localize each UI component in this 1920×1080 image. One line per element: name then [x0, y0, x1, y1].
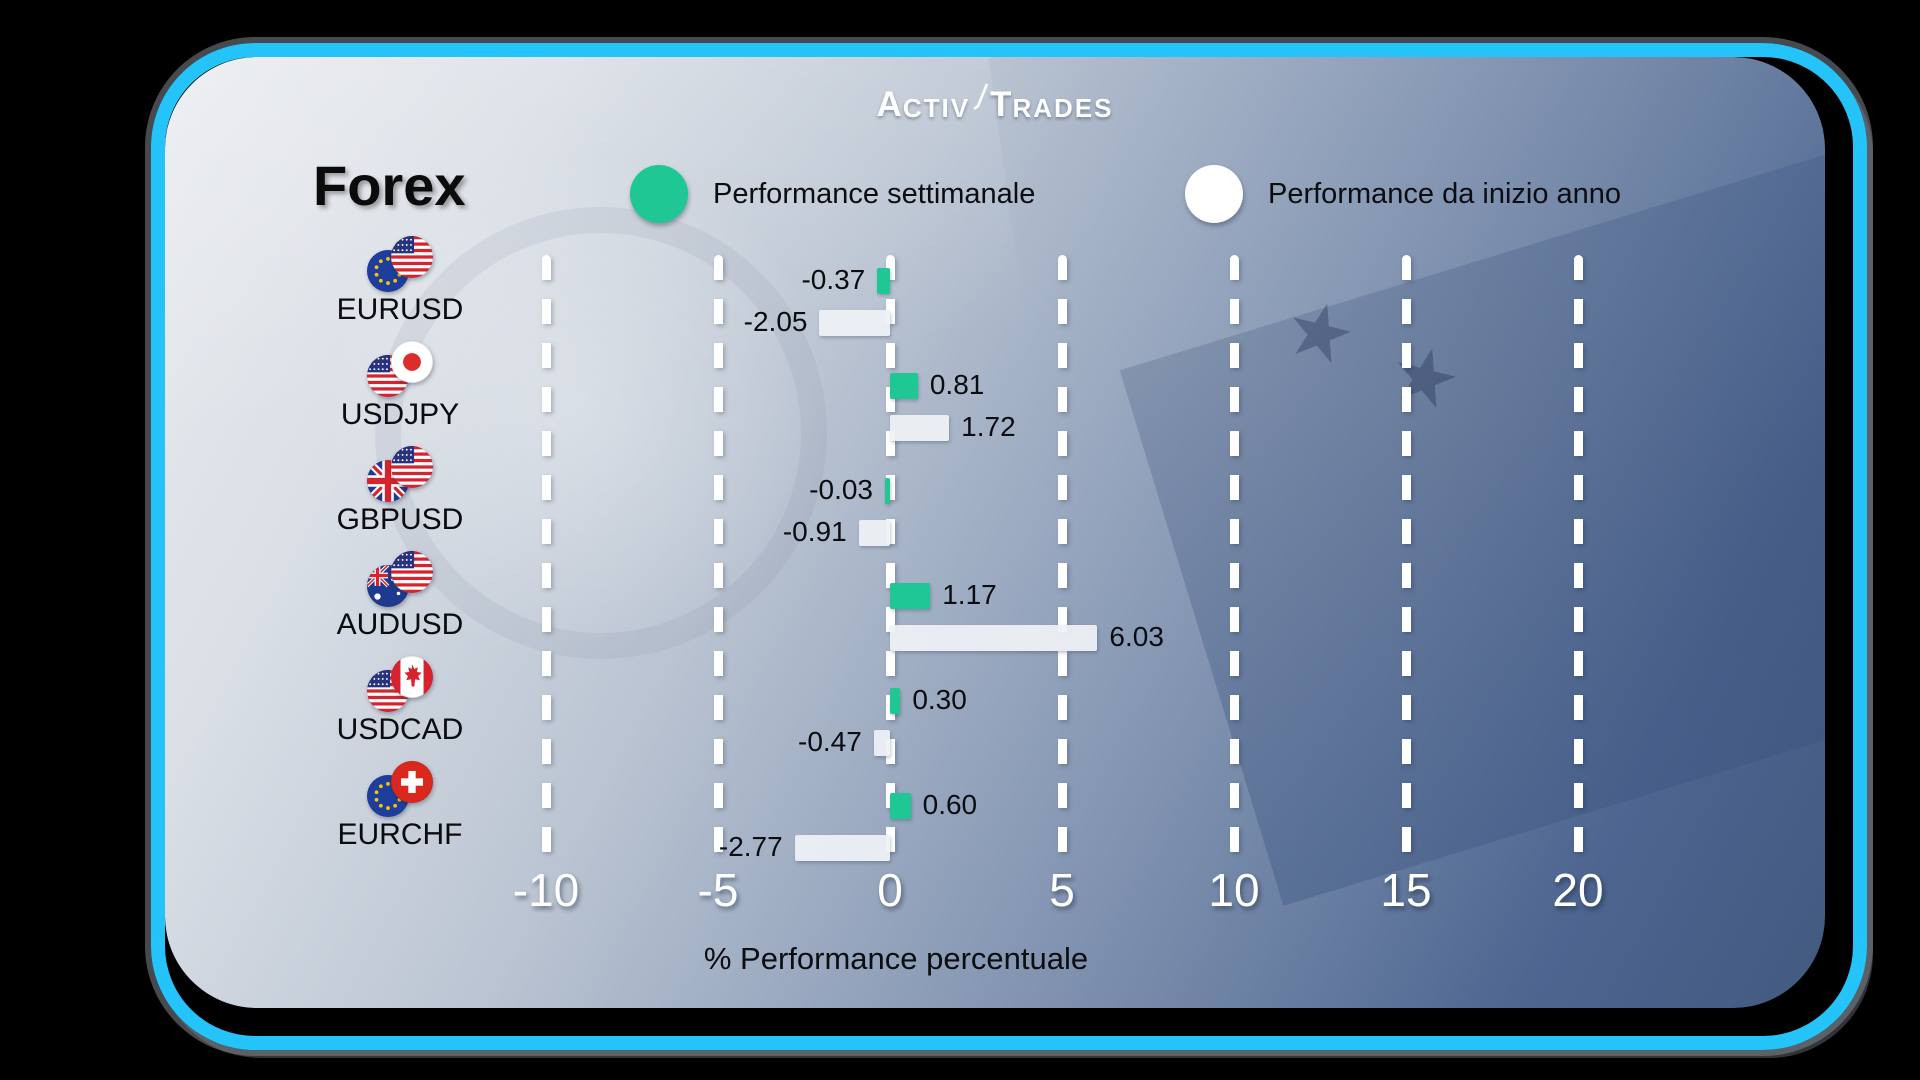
- value-label-gbpusd-weekly: -0.03: [809, 474, 873, 505]
- gridline-10: [1229, 255, 1239, 855]
- pair-label-usdcad: USDCAD: [336, 713, 464, 746]
- x-tick-15: 15: [1380, 864, 1432, 916]
- activtrades-logo: A CTIV T RADES: [876, 83, 1114, 124]
- x-tick-10: 10: [1208, 864, 1260, 916]
- logo-text: A: [876, 85, 903, 124]
- page-title: Forex: [313, 154, 466, 217]
- pair-label-eurusd: EURUSD: [336, 293, 464, 326]
- bar-eurchf-ytd: [794, 835, 890, 861]
- bar-audusd-weekly: [890, 583, 931, 609]
- pair-label-audusd: AUDUSD: [336, 608, 464, 641]
- bar-eurchf-weekly: [890, 793, 911, 819]
- gridline-5: [1057, 255, 1067, 855]
- value-label-usdjpy-weekly: 0.81: [929, 369, 985, 400]
- bar-usdjpy-weekly: [890, 373, 918, 399]
- value-label-eurchf-weekly: 0.60: [922, 789, 978, 820]
- gridline-0: [885, 255, 895, 855]
- flag-pair-eurchf: [367, 761, 433, 817]
- chart-card: ★ ★ A CTIV T RADES Forex Performance settim…: [165, 57, 1825, 1008]
- legend-label-ytd: Performance da inizio anno: [1268, 178, 1622, 210]
- x-tick--10: -10: [512, 864, 580, 916]
- value-label-gbpusd-ytd: -0.91: [782, 516, 847, 547]
- euro-star-decoration: ★: [1275, 280, 1365, 384]
- bar-gbpusd-weekly: [885, 478, 890, 504]
- x-tick-0: 0: [877, 864, 903, 916]
- gridline-15: [1401, 255, 1411, 855]
- gridline--10: [541, 255, 551, 855]
- x-tick--5: -5: [697, 864, 739, 916]
- legend-dot-weekly: [630, 165, 688, 223]
- value-label-eurusd-ytd: -2.05: [743, 306, 808, 337]
- value-label-usdcad-ytd: -0.47: [798, 726, 862, 757]
- flag-pair-gbpusd: [367, 446, 433, 502]
- flag-pair-eurusd: [367, 236, 433, 292]
- value-label-eurchf-ytd: -2.77: [718, 831, 783, 862]
- value-label-audusd-ytd: 6.03: [1109, 621, 1164, 652]
- flag-pair-usdcad: [367, 656, 433, 712]
- bar-eurusd-ytd: [819, 310, 890, 336]
- euro-note-background: [1119, 148, 1825, 906]
- value-label-usdcad-weekly: 0.30: [912, 684, 967, 715]
- x-tick-5: 5: [1049, 864, 1075, 916]
- flag-pair-audusd: [367, 551, 433, 607]
- bar-usdjpy-ytd: [890, 415, 950, 441]
- flag-pair-usdjpy: [367, 341, 433, 397]
- x-tick-20: 20: [1552, 864, 1604, 916]
- euro-star-decoration: ★: [1380, 325, 1470, 429]
- pair-label-usdjpy: USDJPY: [340, 398, 460, 431]
- gridline-20: [1573, 255, 1583, 855]
- value-label-eurusd-weekly: -0.37: [801, 264, 866, 295]
- bar-gbpusd-ytd: [858, 520, 890, 546]
- value-label-usdjpy-ytd: 1.72: [961, 411, 1016, 442]
- bar-usdcad-ytd: [873, 730, 890, 756]
- bar-eurusd-weekly: [877, 268, 890, 294]
- bar-usdcad-weekly: [890, 688, 901, 714]
- x-axis-title: % Performance percentuale: [703, 941, 1089, 976]
- pair-label-eurchf: EURCHF: [337, 818, 463, 851]
- gridline--5: [713, 255, 723, 855]
- value-label-audusd-weekly: 1.17: [942, 579, 997, 610]
- bar-audusd-ytd: [890, 625, 1098, 651]
- pair-label-gbpusd: GBPUSD: [336, 503, 464, 536]
- logo-check-icon: [973, 83, 989, 122]
- legend-dot-ytd: [1185, 165, 1243, 223]
- legend-label-weekly: Performance settimanale: [713, 178, 1036, 210]
